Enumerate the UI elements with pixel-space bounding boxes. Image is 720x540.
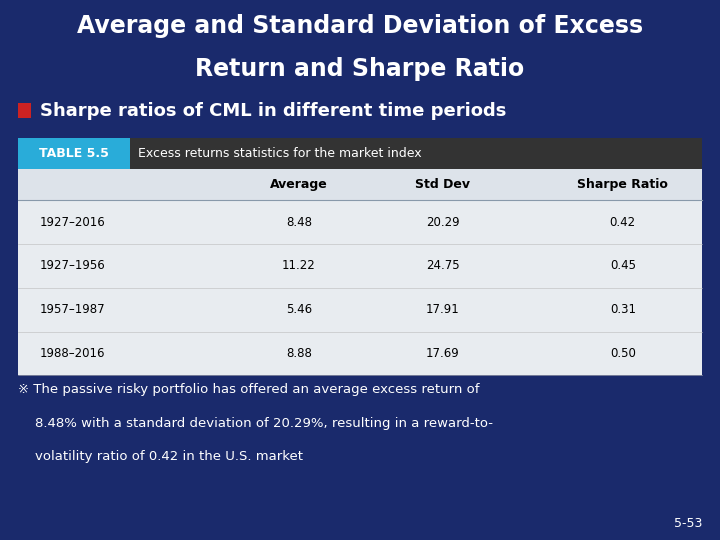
Text: Excess returns statistics for the market index: Excess returns statistics for the market… <box>138 147 422 160</box>
FancyBboxPatch shape <box>130 138 702 169</box>
FancyBboxPatch shape <box>18 332 702 375</box>
Text: 17.69: 17.69 <box>426 347 459 360</box>
Text: 0.42: 0.42 <box>610 215 636 229</box>
FancyBboxPatch shape <box>18 244 702 288</box>
Text: Return and Sharpe Ratio: Return and Sharpe Ratio <box>195 57 525 80</box>
Text: TABLE 5.5: TABLE 5.5 <box>39 147 109 160</box>
Text: ※ The passive risky portfolio has offered an average excess return of: ※ The passive risky portfolio has offere… <box>18 383 480 396</box>
Text: Sharpe ratios of CML in different time periods: Sharpe ratios of CML in different time p… <box>40 102 506 120</box>
Text: 5-53: 5-53 <box>674 517 702 530</box>
Text: 1957–1987: 1957–1987 <box>40 303 105 316</box>
Text: 8.48: 8.48 <box>286 215 312 229</box>
FancyBboxPatch shape <box>18 288 702 332</box>
Text: 1988–2016: 1988–2016 <box>40 347 105 360</box>
FancyBboxPatch shape <box>18 138 130 169</box>
Text: 1927–2016: 1927–2016 <box>40 215 105 229</box>
Text: 17.91: 17.91 <box>426 303 459 316</box>
Text: Average: Average <box>270 178 328 191</box>
Text: 1927–1956: 1927–1956 <box>40 259 105 273</box>
Text: 0.45: 0.45 <box>610 259 636 273</box>
Text: 0.50: 0.50 <box>610 347 636 360</box>
Text: Std Dev: Std Dev <box>415 178 470 191</box>
FancyBboxPatch shape <box>18 200 702 244</box>
FancyBboxPatch shape <box>18 103 31 118</box>
Text: 11.22: 11.22 <box>282 259 315 273</box>
Text: 8.48% with a standard deviation of 20.29%, resulting in a reward-to-: 8.48% with a standard deviation of 20.29… <box>18 417 493 430</box>
Text: 8.88: 8.88 <box>286 347 312 360</box>
Text: 0.31: 0.31 <box>610 303 636 316</box>
Text: 5.46: 5.46 <box>286 303 312 316</box>
Text: 20.29: 20.29 <box>426 215 459 229</box>
Text: Sharpe Ratio: Sharpe Ratio <box>577 178 668 191</box>
Text: volatility ratio of 0.42 in the U.S. market: volatility ratio of 0.42 in the U.S. mar… <box>18 450 303 463</box>
Text: Average and Standard Deviation of Excess: Average and Standard Deviation of Excess <box>77 14 643 37</box>
Text: 24.75: 24.75 <box>426 259 459 273</box>
FancyBboxPatch shape <box>18 138 702 375</box>
FancyBboxPatch shape <box>18 169 702 200</box>
